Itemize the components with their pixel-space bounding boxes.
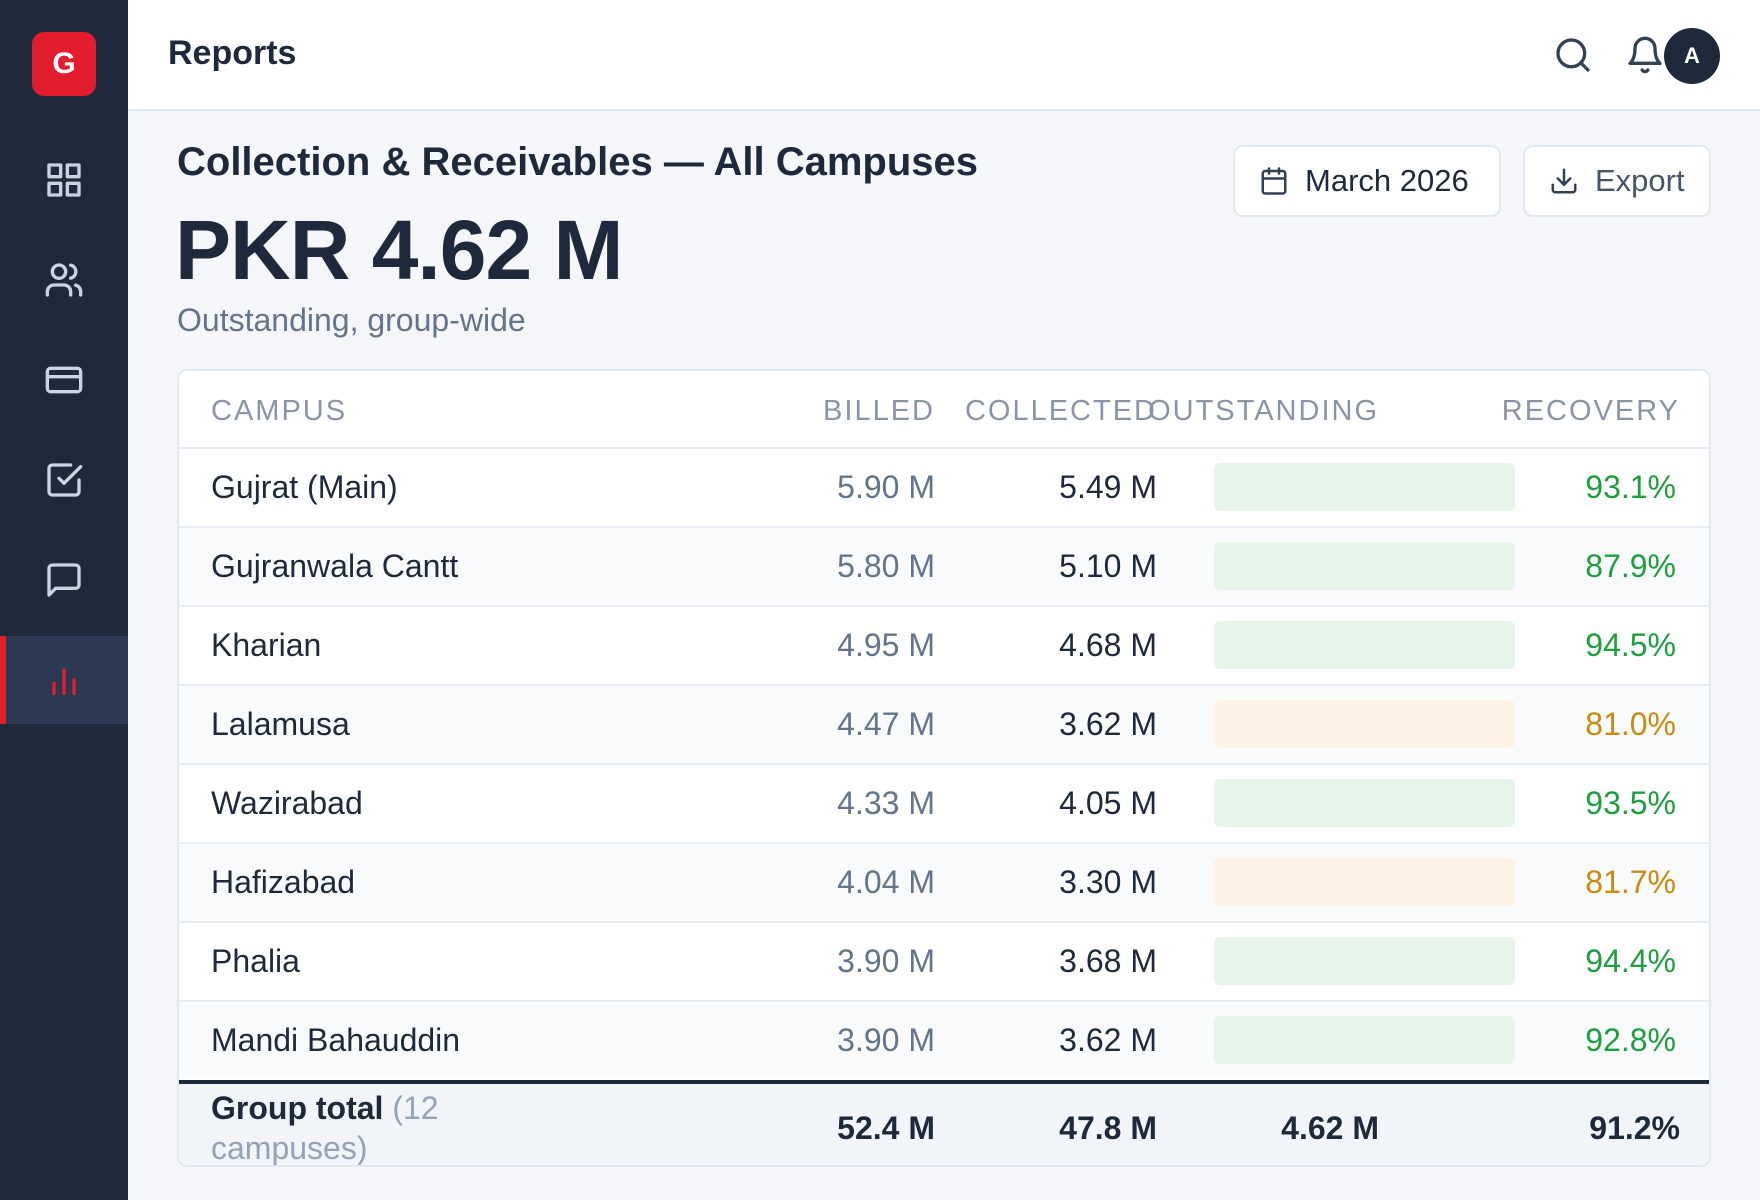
- sidebar-item-reports[interactable]: [0, 636, 128, 724]
- column-header-billed[interactable]: BILLED: [823, 395, 935, 427]
- cell-billed: 4.04 M: [837, 864, 935, 900]
- sidebar-item-dashboard[interactable]: [0, 136, 128, 224]
- total-label: Group total (12 campuses): [211, 1088, 511, 1166]
- cell-billed: 3.90 M: [837, 1022, 935, 1058]
- column-header-outstanding[interactable]: OUTSTANDING: [1148, 395, 1379, 427]
- check-square-icon: [47, 463, 83, 497]
- cell-collected: 5.49 M: [1059, 469, 1157, 505]
- search-button[interactable]: [1550, 32, 1596, 78]
- group-total-row: Group total (12 campuses) 52.4 M 47.8 M …: [179, 1080, 1709, 1166]
- sidebar-item-messages[interactable]: [0, 536, 128, 624]
- cell-recovery: 81.0%: [1585, 706, 1676, 742]
- cell-billed: 4.95 M: [837, 627, 935, 663]
- report-title: Collection & Receivables — All Campuses: [177, 140, 978, 184]
- cell-campus: Kharian: [211, 627, 322, 663]
- table-row[interactable]: Gujrat (Main)5.90 M5.49 M0.41 M93.1%: [179, 447, 1709, 526]
- cell-billed: 4.47 M: [837, 706, 935, 742]
- cell-campus: Gujrat (Main): [211, 469, 398, 505]
- recovery-highlight: [1214, 937, 1515, 985]
- recovery-highlight: [1214, 779, 1515, 827]
- total-outstanding: 4.62 M: [1281, 1110, 1379, 1146]
- column-header-collected[interactable]: COLLECTED: [964, 395, 1157, 427]
- cell-campus: Lalamusa: [211, 706, 350, 742]
- cell-collected: 5.10 M: [1059, 548, 1157, 584]
- month-label: March 2026: [1305, 163, 1469, 198]
- total-collected: 47.8 M: [1059, 1110, 1157, 1146]
- page-header-title: Reports: [168, 34, 297, 72]
- cell-billed: 5.80 M: [837, 548, 935, 584]
- cell-billed: 3.90 M: [837, 943, 935, 979]
- recovery-highlight: [1214, 700, 1515, 748]
- grid-icon: [47, 163, 81, 197]
- user-avatar[interactable]: A: [1664, 28, 1720, 84]
- cell-collected: 4.05 M: [1059, 785, 1157, 821]
- recovery-highlight: [1214, 621, 1515, 669]
- outstanding-amount: PKR 4.62 M: [175, 203, 623, 297]
- collections-table: CAMPUS BILLED COLLECTED OUTSTANDING RECO…: [177, 369, 1711, 1167]
- bell-icon: [1628, 36, 1662, 74]
- total-recovery: 91.2%: [1589, 1110, 1680, 1146]
- column-header-campus[interactable]: CAMPUS: [211, 395, 348, 427]
- cell-collected: 3.68 M: [1059, 943, 1157, 979]
- cell-recovery: 93.1%: [1585, 469, 1676, 505]
- total-campus-count: (12 campuses): [211, 1090, 439, 1166]
- month-picker-button[interactable]: March 2026: [1233, 145, 1501, 217]
- total-label-text: Group total: [211, 1090, 384, 1126]
- recovery-highlight: [1214, 858, 1515, 906]
- outstanding-subtitle: Outstanding, group-wide: [177, 302, 526, 338]
- cell-recovery: 92.8%: [1585, 1022, 1676, 1058]
- cell-campus: Phalia: [211, 943, 300, 979]
- top-header: Reports A: [128, 0, 1760, 111]
- recovery-highlight: [1214, 542, 1515, 590]
- bar-chart-icon: [52, 668, 76, 695]
- cell-collected: 4.68 M: [1059, 627, 1157, 663]
- credit-card-icon: [45, 366, 83, 394]
- sidebar-item-students[interactable]: [0, 236, 128, 324]
- calendar-icon: [1261, 167, 1287, 195]
- sidebar-item-tasks[interactable]: [0, 436, 128, 524]
- cell-campus: Mandi Bahauddin: [211, 1022, 461, 1058]
- cell-recovery: 94.5%: [1585, 627, 1676, 663]
- download-icon: [1551, 168, 1577, 194]
- cell-billed: 5.90 M: [837, 469, 935, 505]
- sidebar-item-fees[interactable]: [0, 336, 128, 424]
- cell-billed: 4.33 M: [837, 785, 935, 821]
- cell-collected: 3.30 M: [1059, 864, 1157, 900]
- cell-campus: Hafizabad: [211, 864, 356, 900]
- cell-collected: 3.62 M: [1059, 706, 1157, 742]
- cell-campus: Gujranwala Cantt: [211, 548, 459, 584]
- table-header: CAMPUS BILLED COLLECTED OUTSTANDING RECO…: [179, 371, 1709, 447]
- recovery-highlight: [1214, 463, 1515, 511]
- export-button[interactable]: Export: [1523, 145, 1711, 217]
- cell-recovery: 81.7%: [1585, 864, 1676, 900]
- search-icon: [1556, 38, 1590, 72]
- cell-collected: 3.62 M: [1059, 1022, 1157, 1058]
- message-icon: [47, 563, 81, 597]
- sidebar: G: [0, 0, 128, 1200]
- users-icon: [45, 263, 83, 297]
- app-logo[interactable]: G: [32, 32, 96, 96]
- cell-recovery: 87.9%: [1585, 548, 1676, 584]
- export-label: Export: [1595, 163, 1685, 198]
- recovery-highlight: [1214, 1016, 1515, 1064]
- cell-recovery: 93.5%: [1585, 785, 1676, 821]
- cell-campus: Wazirabad: [211, 785, 363, 821]
- cell-recovery: 94.4%: [1585, 943, 1676, 979]
- total-billed: 52.4 M: [837, 1110, 935, 1146]
- notifications-button[interactable]: [1622, 32, 1668, 78]
- column-header-recovery[interactable]: RECOVERY: [1501, 395, 1680, 427]
